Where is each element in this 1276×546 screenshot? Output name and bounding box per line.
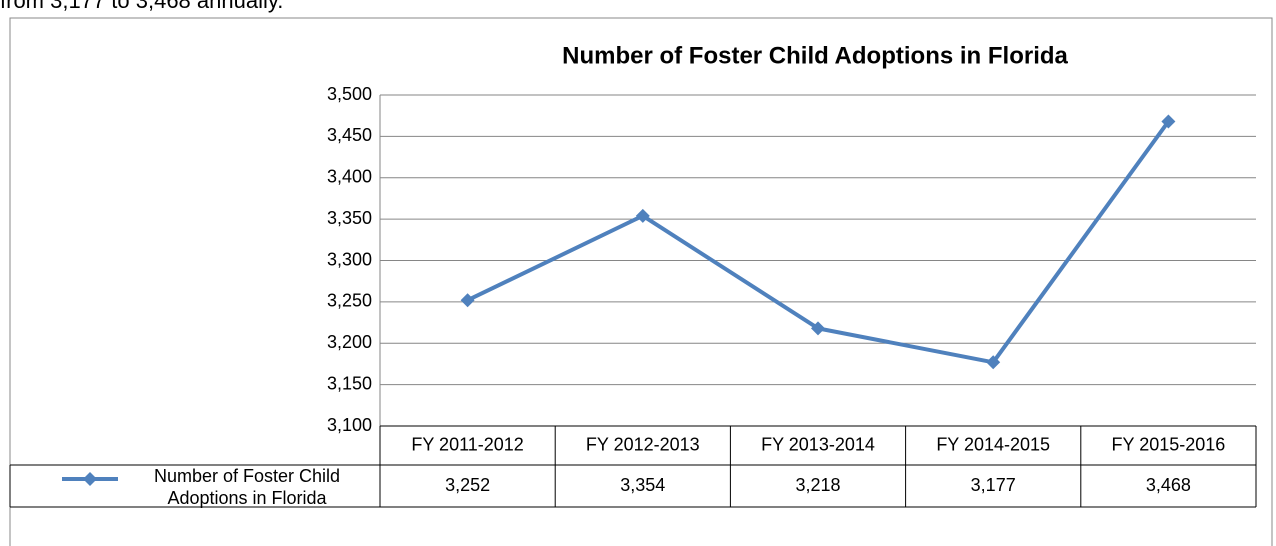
y-tick-label: 3,150: [327, 373, 372, 393]
marker: [986, 355, 1001, 370]
chart-border: [9, 17, 1273, 546]
y-tick-label: 3,100: [327, 415, 372, 435]
marker: [811, 321, 825, 336]
x-tick-label: FY 2015-2016: [1112, 434, 1226, 454]
marker: [460, 293, 475, 308]
y-tick-label: 3,250: [327, 291, 372, 311]
y-tick-label: 3,350: [327, 208, 372, 228]
y-tick-label: 3,200: [327, 332, 372, 352]
marker: [635, 208, 650, 223]
caption: from 3,177 to 3,468 annually.: [0, 0, 284, 13]
x-tick-label: FY 2014-2015: [936, 434, 1050, 454]
table-value: 3,252: [445, 475, 490, 495]
chart-title: Number of Foster Child Adoptions in Flor…: [562, 42, 1068, 69]
x-tick-label: FY 2013-2014: [761, 434, 875, 454]
x-tick-label: FY 2012-2013: [586, 434, 700, 454]
legend-marker: [83, 472, 97, 486]
y-tick-label: 3,500: [327, 84, 372, 104]
table-value: 3,218: [795, 475, 840, 495]
table-value: 3,177: [971, 475, 1016, 495]
table-value: 3,354: [620, 475, 665, 495]
table-value: 3,468: [1146, 475, 1191, 495]
marker: [1161, 114, 1176, 129]
x-tick-label: FY 2011-2012: [411, 434, 523, 454]
y-tick-label: 3,300: [327, 249, 372, 269]
y-tick-label: 3,450: [327, 125, 372, 145]
legend-label: Number of Foster Child Adoptions in Flor…: [153, 466, 341, 508]
y-tick-label: 3,400: [327, 167, 372, 187]
